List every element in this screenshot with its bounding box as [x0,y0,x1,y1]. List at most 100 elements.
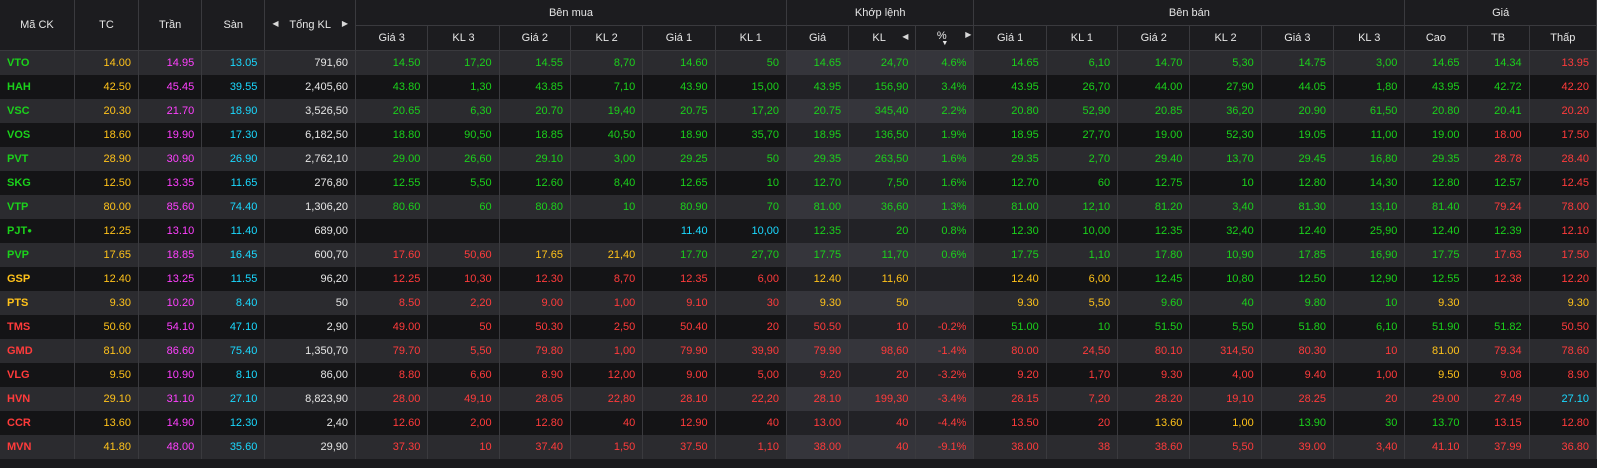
scroll-left-icon[interactable]: ◀ [272,19,279,28]
col-tong-kl[interactable]: ◀ Tổng KL ▶ [264,0,356,51]
match-price-text: 13.00 [813,417,842,429]
table-row[interactable]: VOS 18.60 19.90 17.30 6,182,50 18.80 90,50 18.8… [0,123,1597,147]
avg-price-text: 12.57 [1494,177,1522,189]
bid-volume-1-text: 10,00 [751,225,779,237]
ask-price-1: 17.75 [973,243,1047,267]
table-row[interactable]: HVN 29.10 31.10 27.10 8,823,90 28.00 49,10 28.0… [0,387,1597,411]
col-buy-kl2[interactable]: KL 2 [570,25,644,51]
symbol[interactable]: PTS [0,291,75,315]
col-match-kl[interactable]: KL ◀ [848,25,917,51]
ask-volume-2-text: 36,20 [1226,105,1254,117]
ask-volume-2-text: 5,50 [1232,321,1254,333]
symbol[interactable]: GMD [0,339,75,363]
col-buy-gia3[interactable]: Giá 3 [355,25,429,51]
match-volume-text: 98,60 [880,345,909,357]
col-ma-ck[interactable]: Mã CK [0,0,75,51]
match-volume: 50 [848,291,917,315]
col-sell-gia2[interactable]: Giá 2 [1117,25,1191,51]
table-row[interactable]: VTP 80.00 85.60 74.40 1,306,20 80.60 60 80.80 10… [0,195,1597,219]
table-row[interactable]: VSC 20.30 21.70 18.90 3,526,50 20.65 6,30 20.70… [0,99,1597,123]
symbol[interactable]: HVN [0,387,75,411]
match-price: 28.10 [786,387,850,411]
ask-price-2: 20.85 [1117,99,1191,123]
table-row[interactable]: GSP 12.40 13.25 11.55 96,20 12.25 10,30 12.30 8,… [0,267,1597,291]
symbol[interactable]: VTP [0,195,75,219]
ref-price: 41.80 [74,435,140,459]
col-thap[interactable]: Thấp [1529,25,1597,51]
toggle-left-icon[interactable]: ◀ [902,32,909,41]
ask-volume-2-text: 5,50 [1232,441,1254,453]
col-tc[interactable]: TC [74,0,140,51]
ask-price-1: 9.20 [973,363,1047,387]
bid-price-2: 43.85 [499,75,571,99]
bid-price-2-text: 12.30 [535,273,563,285]
table-row[interactable]: PVT 28.90 30.90 26.90 2,762,10 29.00 26,60 29.1… [0,147,1597,171]
scroll-right-icon[interactable]: ▶ [341,19,348,28]
col-tran[interactable]: Trần [138,0,203,51]
col-sell-kl3[interactable]: KL 3 [1333,25,1406,51]
symbol[interactable]: GSP [0,267,75,291]
col-cao[interactable]: Cao [1404,25,1468,51]
match-change-pct: 1.9% [915,123,975,147]
col-tb[interactable]: TB [1467,25,1530,51]
high-price-text: 19.00 [1431,129,1460,141]
ask-volume-3: 3,00 [1333,50,1406,75]
table-row[interactable]: PTS 9.30 10.20 8.40 50 8.50 2,20 9.00 1,00 9.10 30… [0,291,1597,315]
table-row[interactable]: MVN 41.80 48.00 35.60 29,90 37.30 10 37.40 1,50 3… [0,435,1597,459]
bid-volume-2: 7,10 [570,75,644,99]
col-sell-kl1[interactable]: KL 1 [1046,25,1119,51]
table-row[interactable]: VLG 9.50 10.90 8.10 86,00 8.80 6,60 8.90 12,00 9.… [0,363,1597,387]
symbol[interactable]: CCR [0,411,75,435]
low-price-text: 78.60 [1561,345,1589,357]
symbol[interactable]: TMS [0,315,75,339]
col-sell-gia1[interactable]: Giá 1 [973,25,1047,51]
table-row[interactable]: SKG 12.50 13.35 11.65 276,80 12.55 5,50 12.60 8,… [0,171,1597,195]
toggle-right-icon[interactable]: ▶ [965,30,972,39]
floor-price-text: 26.90 [229,153,258,165]
table-row[interactable]: GMD 81.00 86.60 75.40 1,350,70 79.70 5,50 79.80… [0,339,1597,363]
ask-volume-1-text: 2,70 [1088,153,1111,165]
symbol[interactable]: PJT● [0,219,75,243]
col-match-gia[interactable]: Giá [786,25,850,51]
ceiling-price-text: 10.90 [166,369,195,381]
table-row[interactable]: PVP 17.65 18.85 16.45 600,70 17.60 50,60 17.65 2… [0,243,1597,267]
avg-price [1467,291,1530,315]
high-price: 17.75 [1404,243,1468,267]
col-san[interactable]: Sàn [201,0,266,51]
table-row[interactable]: VTO 14.00 14.95 13.05 791,60 14.50 17,20 14.55 8… [0,50,1597,75]
symbol[interactable]: PVT [0,147,75,171]
symbol[interactable]: SKG [0,171,75,195]
symbol[interactable]: HAH [0,75,75,99]
avg-price-text: 79.24 [1494,201,1522,213]
symbol[interactable]: VOS [0,123,75,147]
col-buy-gia2[interactable]: Giá 2 [499,25,571,51]
match-change-pct-text: -3.2% [937,369,967,381]
ref-price-text: 12.25 [103,225,132,237]
symbol[interactable]: VTO [0,50,75,75]
col-buy-kl3[interactable]: KL 3 [427,25,500,51]
symbol[interactable]: VLG [0,363,75,387]
ask-volume-2: 10,80 [1189,267,1262,291]
ask-price-2: 9.30 [1117,363,1191,387]
table-row[interactable]: TMS 50.60 54.10 47.10 2,90 49.00 50 50.30 2,50 50… [0,315,1597,339]
col-sell-gia3[interactable]: Giá 3 [1261,25,1335,51]
bid-price-2: 12.30 [499,267,571,291]
ask-volume-3-text: 1,00 [1375,369,1398,381]
symbol[interactable]: MVN [0,435,75,459]
symbol[interactable]: PVP [0,243,75,267]
table-row[interactable]: HAH 42.50 45.45 39.55 2,405,60 43.80 1,30 43.85… [0,75,1597,99]
ask-volume-2: 27,90 [1189,75,1262,99]
col-match-pct[interactable]: % ▶ ▼ [915,25,975,51]
bid-volume-1-text: 1,10 [757,441,779,453]
ref-price-text: 12.50 [103,177,132,189]
table-row[interactable]: CCR 13.60 14.90 12.30 2,40 12.60 2,00 12.80 40 12… [0,411,1597,435]
avg-price: 20.41 [1467,99,1530,123]
col-buy-gia1[interactable]: Giá 1 [642,25,716,51]
col-buy-kl1[interactable]: KL 1 [715,25,787,51]
ask-volume-1: 6,10 [1046,50,1119,75]
ask-volume-3: 30 [1333,411,1406,435]
symbol[interactable]: VSC [0,99,75,123]
table-row[interactable]: PJT● 12.25 13.10 11.40 689,00 11.40 10,00 12.35… [0,219,1597,243]
symbol-text: HAH [7,81,31,93]
col-sell-kl2[interactable]: KL 2 [1189,25,1262,51]
